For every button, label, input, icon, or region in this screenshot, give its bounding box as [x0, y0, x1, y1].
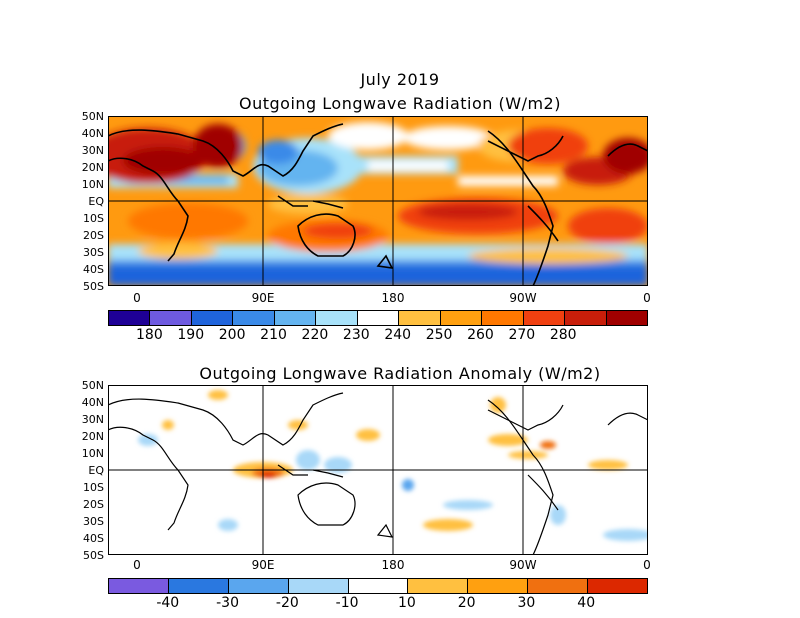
colorbar-label: 260: [467, 327, 494, 343]
lat-label: 50N: [81, 110, 104, 123]
colorbar-cell: [523, 311, 566, 325]
lat-label: 40N: [81, 396, 104, 409]
lat-label: 10N: [81, 447, 104, 460]
colorbar-label: 280: [549, 327, 577, 343]
lat-label: 10N: [81, 178, 104, 191]
lon-label: 0: [133, 558, 141, 572]
olr-anomaly-map-svg: [108, 385, 648, 555]
anomaly-coastlines: [108, 392, 648, 555]
lat-label: 30N: [81, 144, 104, 157]
colorbar-cell: [482, 311, 524, 325]
colorbar-label: 20: [457, 595, 476, 611]
lat-label: 30N: [81, 413, 104, 426]
colorbar-cell: [191, 311, 234, 325]
colorbar-label: 10: [397, 595, 416, 611]
colorbar-cell: [233, 311, 275, 325]
page-title: July 2019: [360, 70, 440, 89]
olr-anomaly-map: [108, 385, 648, 555]
colorbar-label: -40: [156, 595, 180, 611]
lat-label: EQ: [88, 195, 104, 208]
olr-colorbar: [108, 310, 648, 326]
colorbar-cell: [357, 311, 400, 325]
lat-label: 50S: [83, 549, 104, 562]
colorbar-label: 220: [301, 327, 329, 343]
colorbar-label: 40: [577, 595, 596, 611]
colorbar-label: -30: [216, 595, 239, 611]
colorbar-cell: [528, 579, 589, 593]
lat-label: 20S: [83, 229, 104, 242]
colorbar-cell: [168, 579, 229, 593]
lon-label: 90E: [251, 558, 275, 572]
colorbar-label: 200: [218, 327, 246, 343]
colorbar-label: 180: [136, 327, 163, 343]
colorbar-cell: [228, 579, 289, 593]
olr-map-svg: [108, 116, 648, 286]
lat-label: 50N: [81, 379, 104, 392]
olr-title: Outgoing Longwave Radiation (W/m2): [239, 94, 561, 113]
lon-label: 0: [643, 291, 651, 305]
lat-label: EQ: [88, 464, 104, 477]
colorbar-label: 210: [260, 327, 287, 343]
colorbar-label: -20: [275, 595, 299, 611]
lon-label: 180: [381, 558, 405, 572]
colorbar-cell: [348, 579, 409, 593]
colorbar-cell: [606, 311, 648, 325]
lon-label: 90W: [509, 558, 537, 572]
lon-label: 0: [643, 558, 651, 572]
colorbar-cell: [274, 311, 317, 325]
lat-label: 10S: [83, 212, 104, 225]
olr-map: [108, 116, 648, 286]
lon-label: 0: [133, 291, 141, 305]
colorbar-cell: [109, 579, 169, 593]
colorbar-label: -10: [335, 595, 359, 611]
colorbar-label: 230: [342, 327, 370, 343]
colorbar-cell: [468, 579, 529, 593]
colorbar-cell: [565, 311, 607, 325]
lat-label: 20S: [83, 498, 104, 511]
colorbar-cell: [109, 311, 151, 325]
lon-label: 90W: [509, 291, 537, 305]
olr-coastlines: [108, 123, 648, 286]
colorbar-cell: [399, 311, 441, 325]
colorbar-cell: [316, 311, 358, 325]
colorbar-label: 240: [384, 327, 412, 343]
lat-label: 30S: [83, 246, 104, 259]
colorbar-cell: [288, 579, 349, 593]
colorbar-cell: [588, 579, 648, 593]
lat-label: 40N: [81, 127, 104, 140]
anomaly-colorbar: [108, 578, 648, 594]
colorbar-label: 250: [425, 327, 453, 343]
lat-label: 40S: [83, 263, 104, 276]
lon-label: 180: [381, 291, 405, 305]
colorbar-label: 30: [517, 595, 536, 611]
lat-label: 40S: [83, 532, 104, 545]
olr-anomaly-title: Outgoing Longwave Radiation Anomaly (W/m…: [199, 364, 601, 383]
lat-label: 30S: [83, 515, 104, 528]
colorbar-cell: [150, 311, 192, 325]
lat-label: 50S: [83, 280, 104, 293]
lat-label: 10S: [83, 481, 104, 494]
colorbar-label: 270: [508, 327, 536, 343]
lon-label: 90E: [251, 291, 275, 305]
colorbar-label: 190: [177, 327, 205, 343]
colorbar-cell: [440, 311, 483, 325]
lat-label: 20N: [81, 430, 104, 443]
colorbar-cell: [408, 579, 469, 593]
lat-label: 20N: [81, 161, 104, 174]
